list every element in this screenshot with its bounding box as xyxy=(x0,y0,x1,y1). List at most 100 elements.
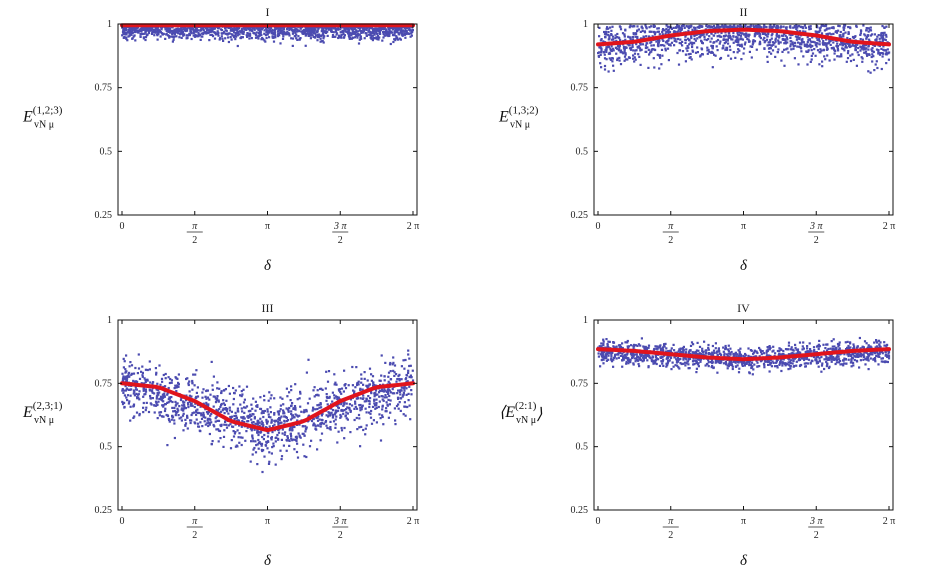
scatter-point xyxy=(278,416,281,420)
scatter-point xyxy=(285,407,288,410)
scatter-point xyxy=(192,32,195,35)
scatter-point xyxy=(667,28,670,31)
scatter-point xyxy=(376,393,379,396)
scatter-point xyxy=(134,28,137,31)
scatter-point xyxy=(385,28,388,31)
scatter-point xyxy=(169,35,172,38)
scatter-point xyxy=(743,47,746,50)
scatter-point xyxy=(276,410,279,413)
scatter-point xyxy=(286,30,289,33)
scatter-point xyxy=(213,395,216,398)
scatter-point xyxy=(268,391,271,394)
scatter-point xyxy=(714,54,717,57)
scatter-point xyxy=(385,396,388,399)
scatter-point xyxy=(291,414,294,417)
scatter-point xyxy=(300,30,303,33)
scatter-point xyxy=(801,345,804,348)
scatter-point xyxy=(363,37,366,40)
scatter-point xyxy=(840,41,843,44)
scatter-point xyxy=(806,36,809,39)
scatter-point xyxy=(236,32,239,35)
scatter-point xyxy=(295,437,298,440)
scatter-point xyxy=(714,342,717,345)
scatter-point xyxy=(722,44,725,47)
scatter-point xyxy=(240,395,243,398)
scatter-point xyxy=(148,360,151,363)
scatter-point xyxy=(322,35,325,38)
scatter-point xyxy=(330,411,333,414)
scatter-point xyxy=(144,380,147,384)
scatter-point xyxy=(129,394,132,397)
scatter-point xyxy=(746,37,749,41)
scatter-point xyxy=(238,33,241,36)
scatter-point xyxy=(211,28,215,31)
scatter-point xyxy=(837,49,840,52)
scatter-point xyxy=(221,37,224,40)
scatter-point xyxy=(132,27,135,30)
scatter-point xyxy=(869,26,872,29)
scatter-point xyxy=(281,397,284,400)
scatter-point xyxy=(254,451,258,454)
scatter-point xyxy=(887,352,890,355)
scatter-point xyxy=(211,35,215,38)
scatter-point xyxy=(121,380,124,383)
scatter-point xyxy=(291,429,294,432)
scatter-point xyxy=(722,346,725,349)
scatter-point xyxy=(214,31,217,34)
scatter-point xyxy=(249,409,252,412)
scatter-point xyxy=(274,31,277,34)
scatter-point xyxy=(377,27,380,30)
scatter-point xyxy=(395,35,398,38)
scatter-point xyxy=(619,51,622,54)
scatter-point xyxy=(825,356,828,359)
scatter-point xyxy=(227,384,230,388)
chart-title: III xyxy=(262,301,274,315)
scatter-point xyxy=(294,27,297,30)
scatter-point xyxy=(849,59,853,63)
scatter-point xyxy=(379,379,382,382)
scatter-point xyxy=(229,423,232,426)
scatter-point xyxy=(650,48,653,52)
scatter-point xyxy=(629,36,632,39)
scatter-point xyxy=(679,31,682,34)
scatter-point xyxy=(167,30,170,33)
scatter-point xyxy=(383,375,386,378)
scatter-point xyxy=(800,41,804,44)
scatter-point xyxy=(604,36,607,39)
scatter-point xyxy=(126,39,129,42)
scatter-point xyxy=(263,394,266,397)
scatter-point xyxy=(883,341,886,344)
scatter-point xyxy=(676,364,679,367)
scatter-point xyxy=(208,30,211,34)
scatter-point xyxy=(393,27,396,30)
scatter-point xyxy=(296,442,299,445)
scatter-point xyxy=(137,367,141,370)
scatter-point xyxy=(650,44,653,47)
scatter-point xyxy=(796,26,799,29)
scatter-point xyxy=(846,36,849,40)
scatter-point xyxy=(368,367,372,370)
scatter-point xyxy=(255,31,258,34)
scatter-point xyxy=(351,384,354,387)
scatter-point xyxy=(136,372,139,375)
scatter-point xyxy=(121,378,125,381)
scatter-point xyxy=(820,356,823,359)
scatter-point xyxy=(235,416,238,419)
scatter-point xyxy=(823,43,826,46)
scatter-point xyxy=(304,26,307,29)
scatter-point xyxy=(877,52,880,55)
scatter-point xyxy=(132,372,136,375)
scatter-point xyxy=(189,30,192,33)
scatter-point xyxy=(233,414,236,418)
scatter-point xyxy=(772,25,776,28)
scatter-point xyxy=(401,29,404,33)
x-tick-label-numerator: π xyxy=(192,516,198,527)
scatter-point xyxy=(271,431,274,434)
scatter-point xyxy=(396,378,399,381)
scatter-point xyxy=(261,435,264,439)
scatter-point xyxy=(136,30,139,33)
scatter-point xyxy=(244,439,247,442)
scatter-point xyxy=(278,418,281,422)
scatter-point xyxy=(168,418,171,422)
scatter-point xyxy=(168,381,171,385)
